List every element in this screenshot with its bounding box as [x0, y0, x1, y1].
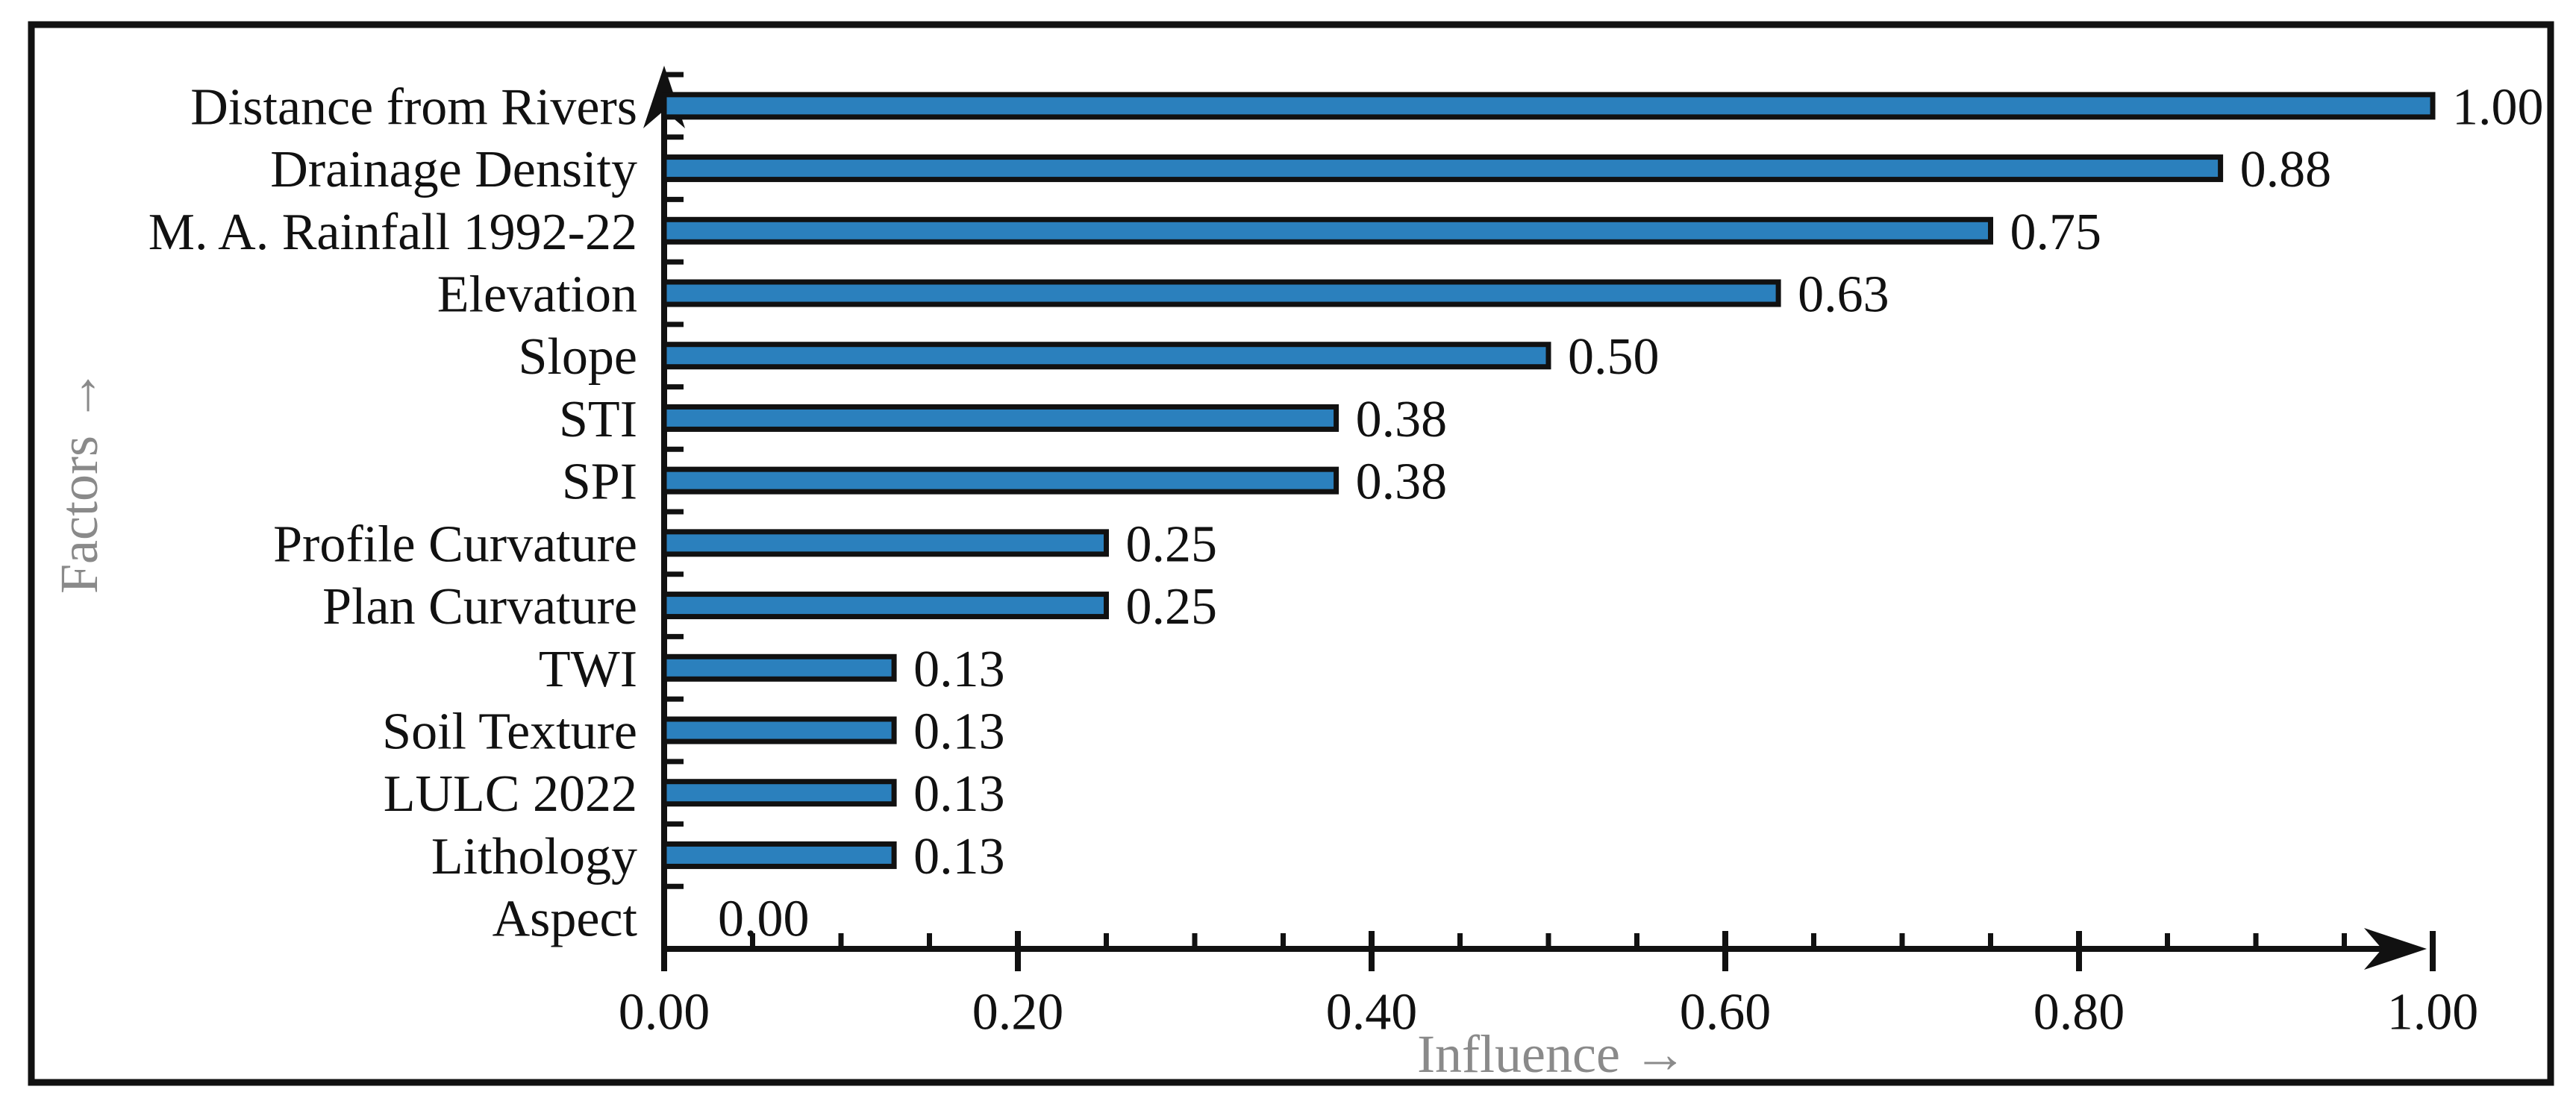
y-axis-title: Factors →	[49, 369, 109, 594]
bar-value-label: 0.00	[718, 891, 810, 948]
category-label: Soil Texture	[382, 703, 637, 761]
bar	[661, 216, 1993, 245]
x-tick-label: 0.00	[619, 984, 710, 1041]
bar-value-label: 0.88	[2240, 141, 2332, 198]
bar	[661, 279, 1781, 307]
category-label: Aspect	[493, 891, 638, 948]
bar	[661, 529, 1109, 557]
category-label: Drainage Density	[270, 141, 637, 198]
bar-value-label: 0.75	[2010, 204, 2102, 261]
category-label: STI	[559, 391, 637, 448]
bar-value-label: 0.13	[913, 828, 1005, 885]
bar-value-label: 1.00	[2452, 78, 2544, 136]
bar-value-label: 0.38	[1356, 454, 1448, 511]
x-axis-arrow-icon	[2364, 928, 2427, 970]
bar	[661, 592, 1109, 620]
chart-layer: 0.00 0.20 0.40 0.60 0.80 1.00 Distance from Ri…	[28, 21, 2554, 1086]
bar-value-label: 0.13	[913, 703, 1005, 761]
category-label: Elevation	[437, 266, 637, 324]
category-label: Slope	[519, 328, 637, 386]
x-tick-label: 1.00	[2387, 984, 2479, 1041]
bar	[661, 779, 897, 807]
x-axis-title: Influence →	[1417, 1024, 1687, 1084]
bar-value-label: 0.25	[1126, 578, 1218, 636]
bar	[661, 404, 1339, 432]
bar-value-label: 0.38	[1356, 391, 1448, 448]
bar-value-label: 0.63	[1798, 266, 1889, 324]
frame-border	[28, 21, 2554, 1086]
bar-value-label: 0.13	[913, 641, 1005, 698]
category-label: Lithology	[431, 828, 637, 885]
bar-value-label: 0.50	[1568, 328, 1660, 386]
bar	[661, 653, 897, 682]
x-tick-label: 0.40	[1326, 984, 1418, 1041]
bar-value-label: 0.25	[1126, 515, 1218, 573]
bar	[661, 466, 1339, 495]
category-label: SPI	[562, 454, 637, 511]
x-tick-label: 0.20	[972, 984, 1064, 1041]
bar	[661, 841, 897, 869]
bar	[661, 342, 1551, 370]
category-label: LULC 2022	[384, 765, 637, 823]
bar	[661, 716, 897, 744]
category-label: TWI	[539, 641, 637, 698]
category-label: M. A. Rainfall 1992-22	[149, 204, 637, 261]
x-tick-label: 0.80	[2033, 984, 2125, 1041]
category-label: Distance from Rivers	[190, 78, 637, 136]
bar	[661, 92, 2436, 120]
bar	[661, 154, 2224, 183]
x-tick-label: 0.60	[1680, 984, 1772, 1041]
bar-value-label: 0.13	[913, 765, 1005, 823]
category-label: Plan Curvature	[322, 578, 637, 636]
category-label: Profile Curvature	[273, 515, 637, 573]
